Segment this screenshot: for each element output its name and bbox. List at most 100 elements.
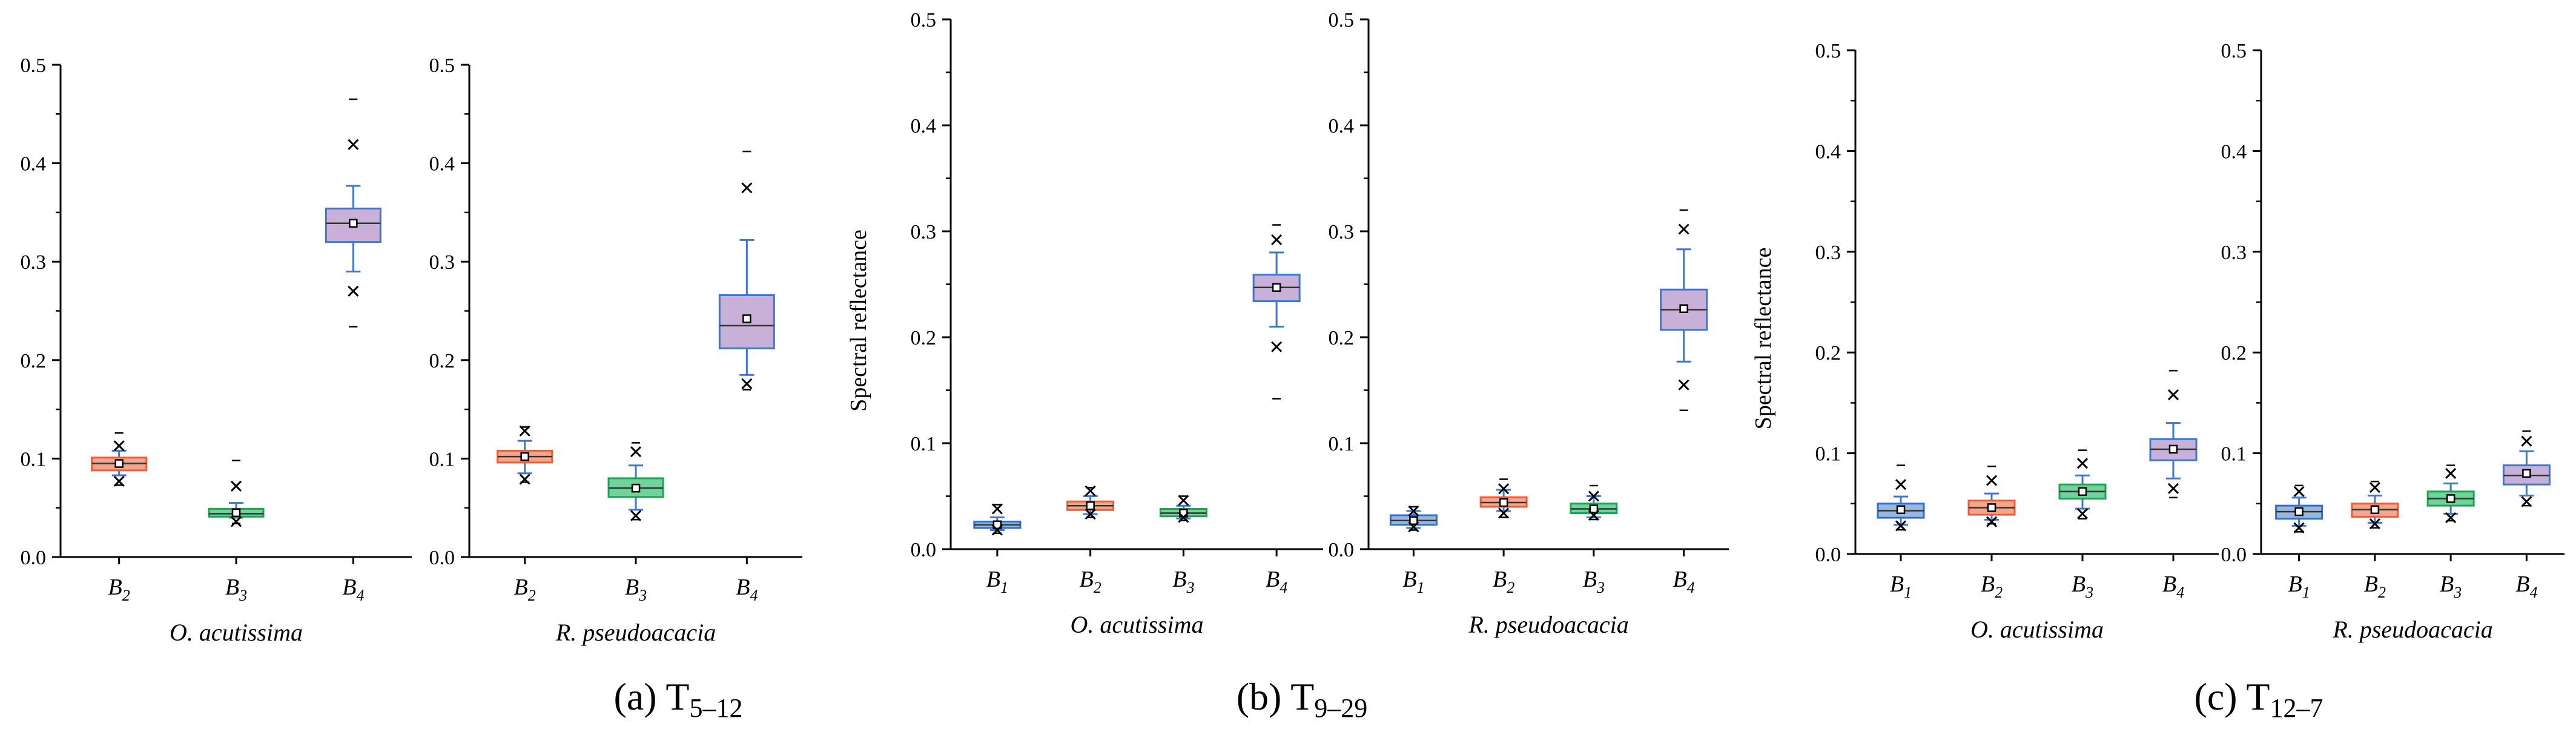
box-B3: B3	[208, 460, 265, 604]
x-tick-label: B3	[225, 575, 247, 604]
mean-marker	[742, 314, 751, 323]
y-tick-label: 0.4	[1329, 115, 1355, 137]
mean-marker	[349, 219, 358, 228]
box-B3: B3	[2058, 449, 2107, 601]
x-tick-label: B4	[1266, 567, 1287, 596]
caption-letter: (c)	[2195, 675, 2247, 718]
box-B4: B4	[2149, 369, 2198, 601]
x-tick-label-subscript: 3	[2085, 584, 2093, 601]
y-tick-label: 0.5	[1329, 9, 1355, 31]
caption-letter: (b)	[1237, 675, 1290, 718]
x-tick-label-subscript: 4	[2176, 584, 2184, 601]
x-tick-label: B4	[736, 575, 758, 604]
box-B3: B3	[1570, 484, 1618, 596]
y-tick-label: 0.3	[1815, 242, 1841, 264]
percentile-cross	[2076, 458, 2089, 469]
box-B4: B4	[325, 98, 381, 604]
caption-subscript: 5–12	[689, 693, 742, 723]
y-tick-label: 0.1	[21, 448, 47, 470]
percentile-cross	[230, 516, 242, 527]
percentile-cross	[2076, 508, 2089, 519]
caption-letter: (a)	[614, 675, 666, 718]
x-tick-label: B2	[1493, 567, 1514, 596]
percentile-cross	[2293, 486, 2305, 497]
x-tick-label-subscript: 4	[356, 587, 364, 604]
x-tick-label-subscript: 3	[239, 587, 247, 604]
percentile-cross	[1271, 234, 1283, 246]
y-tick-label: 0.5	[2221, 40, 2247, 62]
y-tick-label: 0.5	[1815, 40, 1841, 62]
y-tick-label: 0.1	[2221, 443, 2247, 466]
x-tick-label: B2	[108, 575, 130, 604]
percentile-cross	[1986, 475, 1998, 486]
mean-marker	[2446, 494, 2455, 503]
mean-marker	[1987, 503, 1996, 512]
x-tick-label-subscript: 1	[1000, 579, 1008, 596]
percentile-cross	[1588, 490, 1599, 502]
mean-marker	[2370, 505, 2380, 515]
x-axis-title: R. pseudoacacia	[2332, 616, 2492, 643]
x-tick-label-subscript: 4	[2529, 584, 2537, 601]
subplot-2-2: 0.0 0.1 0.2 0.3 0.4 0.5 B1 B2 B3 B4 R. pseudoacaci…	[1329, 9, 1729, 638]
caption-subscript: 12–7	[2270, 693, 2323, 723]
y-tick-label: 0.5	[21, 54, 47, 77]
y-tick-label: 0.5	[429, 54, 455, 77]
percentile-cross	[2521, 496, 2532, 507]
mean-marker	[1086, 501, 1095, 510]
mean-marker	[2522, 469, 2531, 478]
box-B4: B4	[2502, 430, 2551, 601]
y-tick-label: 0.4	[1815, 140, 1841, 163]
percentile-cross	[991, 503, 1003, 515]
x-axis-title: R. pseudoacacia	[1468, 611, 1628, 638]
y-tick-label: 0.2	[1329, 327, 1355, 349]
subplot-3-1: 0.0 0.1 0.2 0.3 0.4 0.5 Spectral reflectance B1…	[1751, 40, 2219, 643]
percentile-cross	[2167, 483, 2179, 494]
y-tick-label: 0.2	[429, 350, 455, 372]
y-tick-label: 0.2	[2221, 342, 2247, 364]
x-tick-label-subscript: 2	[1507, 579, 1514, 596]
box-B4: B4	[1252, 224, 1301, 596]
x-tick-label-subscript: 3	[1596, 579, 1605, 596]
panel-2: 0.0 0.1 0.2 0.3 0.4 0.5 Spectral reflectance B1…	[846, 9, 1729, 723]
subplot-1-2: 0.0 0.1 0.2 0.3 0.4 0.5 B2 B3 B4 R. pseudoacacia	[429, 54, 802, 646]
box-B3: B3	[2426, 464, 2475, 601]
box-B2: B2	[497, 425, 553, 604]
x-tick-label: B3	[1583, 567, 1605, 596]
box-B2: B2	[1066, 485, 1115, 596]
percentile-cross	[1678, 379, 1689, 391]
y-tick-label: 0.3	[911, 221, 937, 243]
y-tick-label: 0.1	[429, 448, 455, 470]
x-axis-title: R. pseudoacacia	[555, 619, 716, 646]
x-tick-label-subscript: 4	[1280, 579, 1287, 596]
x-tick-label-subscript: 2	[1995, 584, 2003, 601]
caption-subscript: 9–29	[1314, 693, 1367, 723]
panel-caption: (b) T9–29	[1237, 675, 1368, 723]
x-tick-label: B4	[2515, 572, 2537, 601]
y-tick-label: 0.2	[21, 350, 47, 372]
x-tick-label: B4	[1673, 567, 1695, 596]
x-tick-label: B2	[1080, 567, 1101, 596]
box-B4: B4	[1660, 209, 1708, 596]
y-tick-label: 0.0	[1329, 539, 1355, 561]
caption-main: T	[1290, 675, 1314, 718]
percentile-cross	[1895, 479, 1907, 490]
percentile-cross	[630, 446, 642, 458]
percentile-cross	[741, 378, 753, 389]
x-tick-label-subscript: 3	[2453, 584, 2462, 601]
percentile-cross	[741, 182, 753, 194]
percentile-cross	[2369, 482, 2380, 493]
percentile-cross	[1271, 341, 1283, 352]
box-B1: B1	[1389, 505, 1438, 596]
percentile-cross	[113, 440, 125, 452]
percentile-cross	[1498, 483, 1510, 495]
y-tick-label: 0.0	[911, 539, 937, 561]
box-B3: B3	[607, 442, 664, 604]
y-tick-label: 0.2	[911, 327, 937, 349]
mean-marker	[1589, 504, 1599, 513]
box-B2: B2	[2351, 480, 2399, 601]
box-B3: B3	[1159, 495, 1207, 596]
percentile-cross	[1178, 495, 1189, 506]
panel-caption: (a) T5–12	[614, 675, 743, 723]
